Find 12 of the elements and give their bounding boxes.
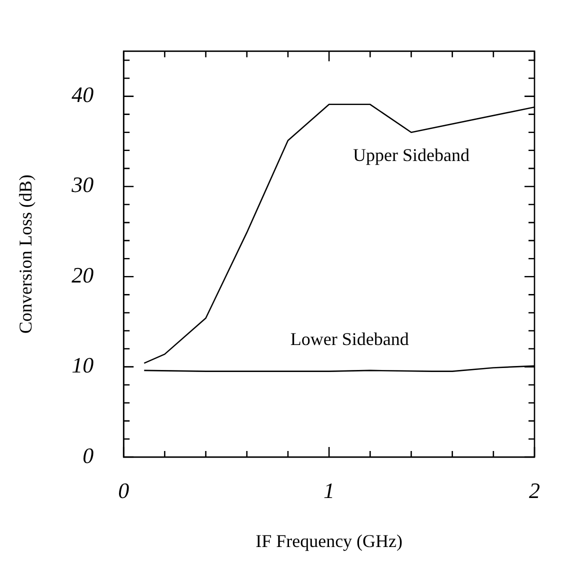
series-label: Lower Sideband <box>290 329 409 350</box>
x-tick-label: 0 <box>118 478 130 503</box>
y-tick-label: 0 <box>82 442 94 468</box>
y-tick-label: 30 <box>70 172 94 198</box>
y-tick-label: 20 <box>72 262 94 288</box>
series-label: Upper Sideband <box>352 145 470 166</box>
y-tick-label: 10 <box>72 352 94 378</box>
y-axis-title: Conversion Loss (dB) <box>16 174 36 334</box>
x-axis-title: IF Frequency (GHz) <box>256 530 403 551</box>
y-tick-label: 40 <box>72 82 94 108</box>
x-tick-label: 2 <box>529 478 540 503</box>
x-tick-label: 1 <box>324 478 335 503</box>
